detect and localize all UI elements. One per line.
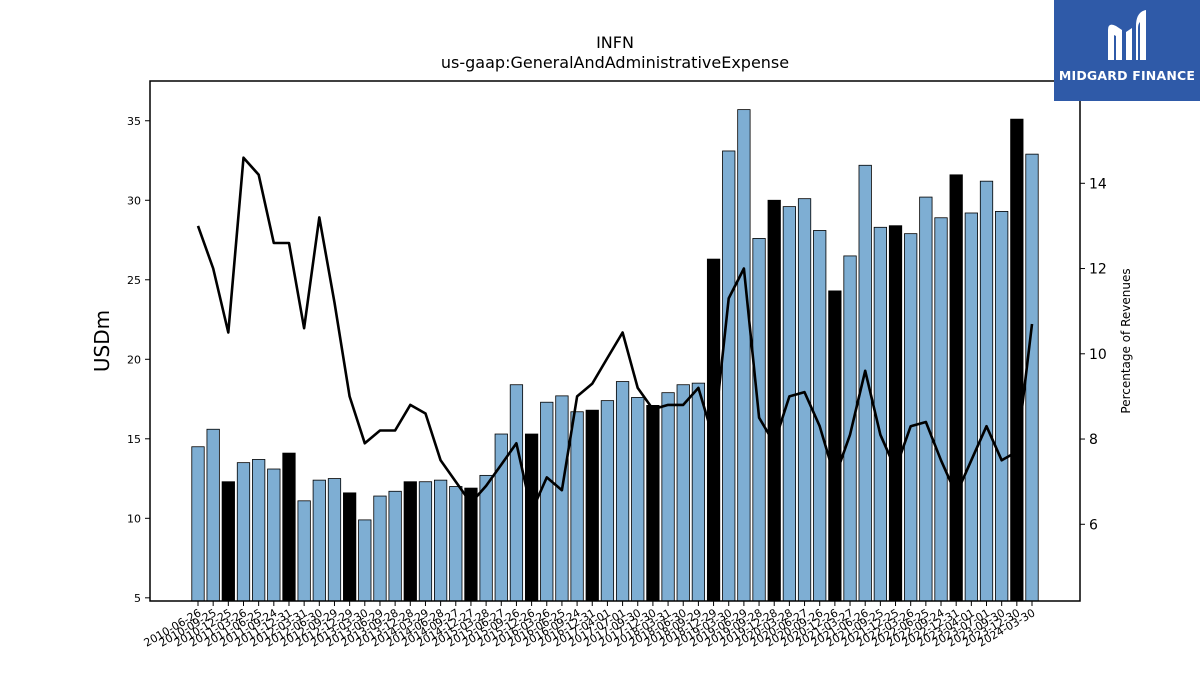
bar xyxy=(767,199,781,602)
bar xyxy=(524,433,539,602)
bar xyxy=(221,481,235,602)
bar xyxy=(843,255,857,602)
y-axis-left: 5 10 15 20 25 30 35 xyxy=(127,115,150,605)
bar xyxy=(904,233,918,602)
chart-title: INFN xyxy=(596,33,634,52)
y-tick-label: 10 xyxy=(127,512,141,525)
bar xyxy=(888,225,903,602)
ratio-line xyxy=(196,156,1034,513)
bar xyxy=(343,492,357,602)
bar xyxy=(206,428,220,602)
bar xyxy=(676,384,690,602)
bar xyxy=(449,486,463,602)
bar xyxy=(631,397,645,602)
bar xyxy=(327,478,342,602)
bar xyxy=(1010,118,1024,602)
bar xyxy=(418,481,433,602)
bar xyxy=(722,150,736,602)
y2-tick-label: 12 xyxy=(1089,262,1107,278)
bar xyxy=(191,446,205,602)
bar xyxy=(267,468,281,602)
y2-tick-label: 8 xyxy=(1089,432,1098,448)
logo-text: MIDGARD FINANCE xyxy=(1058,68,1196,83)
bars-group xyxy=(191,109,1039,602)
bar xyxy=(464,487,478,602)
bar xyxy=(691,382,706,602)
line-group xyxy=(196,156,1034,513)
midgard-logo-icon xyxy=(1108,10,1146,61)
bar xyxy=(570,411,584,602)
bar xyxy=(615,381,630,602)
bar xyxy=(358,519,372,602)
chart-subtitle: us-gaap:GeneralAndAdministrativeExpense xyxy=(441,53,789,72)
bar xyxy=(373,495,387,602)
y2-axis-label: Percentage of Revenues xyxy=(1119,268,1133,413)
y2-tick-label: 10 xyxy=(1089,347,1107,363)
y-tick-label: 35 xyxy=(127,115,141,128)
y-tick-label: 25 xyxy=(127,274,141,287)
bar xyxy=(479,474,493,602)
bar xyxy=(297,500,311,602)
bar xyxy=(388,490,402,602)
bar xyxy=(919,196,933,602)
x-axis: 2010-06-262010-09-252010-12-252011-03-26… xyxy=(142,601,1038,650)
bar xyxy=(236,462,251,602)
bar xyxy=(282,452,296,602)
bar xyxy=(1025,153,1039,602)
bar xyxy=(509,384,524,602)
bar xyxy=(403,481,417,602)
bar xyxy=(949,174,963,602)
bar xyxy=(312,479,326,602)
y-axis-label: USDm xyxy=(90,310,114,372)
bar xyxy=(434,479,448,602)
plot-frame xyxy=(149,80,1081,602)
y-axis-right: 6 8 10 12 14 xyxy=(1080,176,1107,533)
y-tick-label: 30 xyxy=(127,194,141,207)
bar xyxy=(600,400,615,602)
bar xyxy=(828,290,842,602)
y2-tick-label: 14 xyxy=(1089,176,1107,192)
bar xyxy=(934,217,948,602)
bar xyxy=(979,180,994,602)
y-tick-label: 20 xyxy=(127,353,141,366)
bar xyxy=(252,459,266,602)
bar xyxy=(858,164,872,602)
y2-tick-label: 6 xyxy=(1089,517,1098,533)
bar xyxy=(540,401,554,602)
y-tick-label: 5 xyxy=(134,592,141,605)
bar xyxy=(995,210,1009,602)
bar xyxy=(585,409,599,602)
bar xyxy=(646,405,660,602)
y-tick-label: 15 xyxy=(127,433,141,446)
bar xyxy=(661,392,675,602)
bar xyxy=(737,109,751,602)
bar xyxy=(555,395,569,602)
bar xyxy=(782,206,796,602)
brand-logo: MIDGARD FINANCE xyxy=(1054,0,1200,101)
bar xyxy=(964,212,978,602)
